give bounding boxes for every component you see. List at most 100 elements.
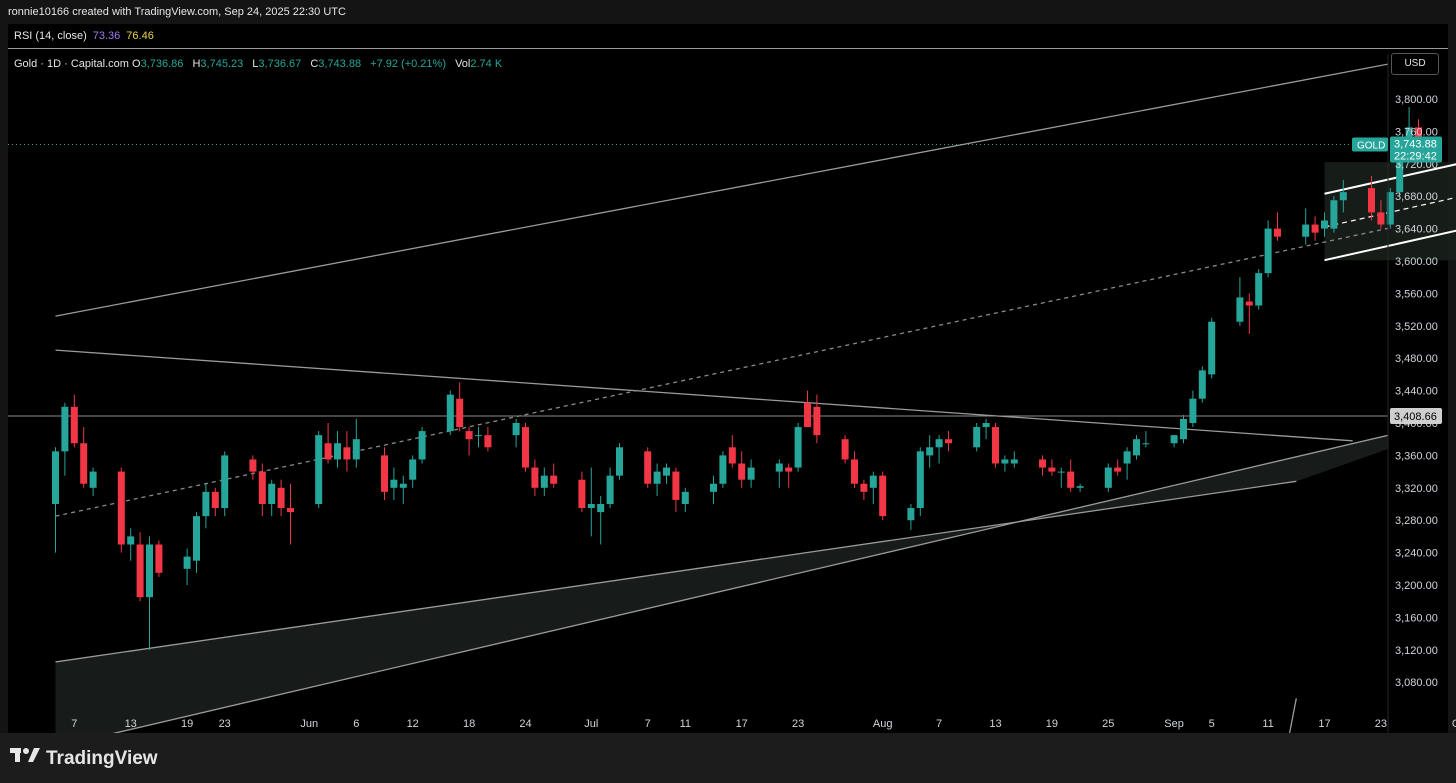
- candle-body: [935, 439, 943, 448]
- time-tick-label: 7: [71, 718, 77, 730]
- candle-body: [606, 475, 614, 504]
- candle: [1208, 317, 1216, 379]
- candle: [249, 455, 257, 480]
- symbol-tag-background: [1352, 137, 1388, 152]
- candle: [193, 512, 200, 573]
- candle: [475, 427, 482, 448]
- currency-button[interactable]: USD: [1391, 53, 1439, 75]
- candle-body: [926, 447, 934, 456]
- candle-body: [221, 455, 229, 509]
- time-tick-label: 11: [680, 718, 691, 730]
- candle-body: [775, 463, 783, 472]
- time-tick-label: 12: [407, 718, 419, 730]
- time-axis[interactable]: 7 13 19 23 Jun 6 12 18 24 Jul 7 11 17 23 Aug 7 13 19 25 Sep…: [71, 718, 1456, 730]
- candle-body: [1236, 297, 1244, 322]
- candle-body: [268, 483, 276, 504]
- chart-pane[interactable]: RSI (14, close) 73.36 76.46 Gold · 1D · Ca…: [8, 24, 1448, 733]
- candle-body: [653, 471, 661, 484]
- candle: [522, 423, 529, 472]
- candle: [277, 479, 285, 517]
- candle-body: [1180, 418, 1187, 440]
- candle: [804, 390, 811, 428]
- candle-body: [522, 427, 529, 468]
- price-tick-label: 3,200.00: [1395, 580, 1438, 592]
- tradingview-brand[interactable]: TradingView: [10, 747, 158, 771]
- candle: [352, 418, 360, 468]
- candle-body: [550, 475, 558, 484]
- attribution-text: ronnie10166 created with TradingView.com…: [8, 6, 346, 18]
- candle: [1067, 459, 1075, 492]
- candle: [841, 435, 849, 464]
- candle: [1302, 208, 1310, 245]
- candle: [1076, 483, 1084, 492]
- candle-body: [1189, 398, 1197, 423]
- high-key: H: [192, 58, 201, 70]
- candle-body: [484, 435, 492, 448]
- candle-body: [1123, 451, 1131, 464]
- candle-body: [663, 467, 670, 476]
- candle: [390, 467, 398, 500]
- channel-upper-line: [1324, 163, 1456, 195]
- candle: [785, 463, 793, 488]
- candle: [926, 435, 934, 468]
- trendline-5: [55, 227, 1388, 517]
- price-chart-svg[interactable]: 3,080.00 3,120.00 3,160.00 3,200.00 3,240.00…: [0, 24, 1456, 733]
- price-tags: 3,408.66 GOLD 3,743.88 22:29:42: [1352, 136, 1442, 424]
- price-tick-label: 3,640.00: [1395, 224, 1438, 236]
- candle-body: [70, 406, 78, 444]
- candle: [1104, 463, 1112, 492]
- time-tick-label: 17: [736, 718, 748, 730]
- symbol-tag: GOLD: [1357, 140, 1385, 151]
- footer-bar: TradingView: [0, 733, 1456, 783]
- candle: [1245, 293, 1253, 334]
- candle-body: [381, 455, 388, 492]
- wedge-shading: [55, 435, 1388, 733]
- candle-body: [146, 544, 153, 598]
- candle-body: [1067, 471, 1075, 488]
- candle-body: [907, 508, 915, 521]
- candle-body: [851, 459, 858, 484]
- level-tag: 3,408.66: [1394, 411, 1437, 423]
- candle-body: [211, 491, 219, 509]
- time-tick-label: Jun: [300, 718, 318, 730]
- candle-body: [1368, 188, 1375, 213]
- candle-body: [869, 475, 877, 488]
- candle: [155, 540, 163, 577]
- price-tick-label: 3,320.00: [1395, 483, 1438, 495]
- candle: [202, 483, 210, 529]
- candle: [1274, 212, 1281, 241]
- candle: [1180, 414, 1187, 444]
- candle-body: [1001, 459, 1009, 464]
- price-tick-label: 3,120.00: [1395, 645, 1438, 657]
- price-tick-label: 3,520.00: [1395, 321, 1438, 333]
- candle: [1010, 451, 1018, 468]
- candle: [747, 459, 755, 488]
- candle: [935, 435, 943, 464]
- time-tick-label: 17: [1318, 718, 1330, 730]
- candle-body: [644, 451, 652, 484]
- candle-body: [1377, 212, 1385, 225]
- candle-body: [1104, 467, 1112, 488]
- rsi-pane[interactable]: RSI (14, close) 73.36 76.46: [8, 24, 1448, 49]
- candle: [127, 528, 135, 561]
- candle-body: [1198, 370, 1206, 399]
- rsi-value-1: 73.36: [92, 30, 121, 42]
- candle-body: [982, 423, 990, 428]
- time-tick-label: 19: [181, 718, 193, 730]
- candle: [531, 459, 539, 496]
- candle-body: [61, 406, 69, 452]
- candle: [851, 451, 858, 488]
- candle-body: [1405, 127, 1413, 144]
- candle: [324, 423, 332, 464]
- candle-body: [409, 459, 417, 480]
- rsi-value-2: 76.46: [126, 30, 154, 42]
- time-tick-label: 24: [519, 718, 531, 730]
- candle: [1321, 212, 1328, 237]
- high-value: 3,745.23: [200, 58, 244, 70]
- candle: [1236, 277, 1244, 326]
- attribution-header: ronnie10166 created with TradingView.com…: [0, 0, 1456, 24]
- candle-body: [1057, 471, 1065, 473]
- candle-layer: [52, 107, 1432, 650]
- candle: [663, 463, 670, 484]
- candle: [945, 431, 952, 452]
